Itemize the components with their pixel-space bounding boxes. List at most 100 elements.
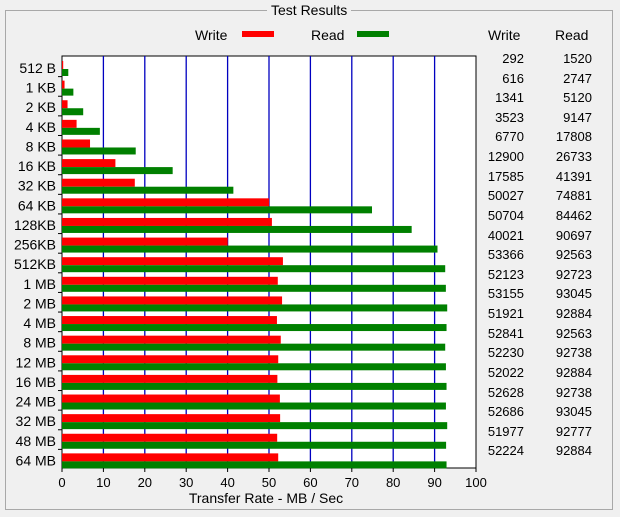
- table-read-value: 92563: [555, 325, 592, 341]
- write-bar: [62, 100, 68, 109]
- write-bar: [62, 198, 270, 207]
- category-label: 12 MB: [16, 354, 56, 370]
- write-bar: [62, 237, 228, 246]
- x-tick-label: 50: [262, 475, 276, 490]
- x-tick-label: 80: [386, 475, 400, 490]
- write-bar: [62, 159, 116, 168]
- category-label: 64 KB: [18, 197, 56, 213]
- read-bar: [62, 461, 447, 469]
- table-read-value: 92884: [555, 443, 592, 459]
- write-bar: [62, 80, 65, 89]
- table-read-value: 92777: [555, 423, 592, 439]
- category-label: 16 KB: [18, 158, 56, 174]
- table-read-value: 90697: [555, 227, 592, 243]
- category-label: 2 KB: [26, 99, 56, 115]
- category-label: 8 MB: [23, 335, 56, 351]
- write-bar: [62, 433, 278, 442]
- x-axis-label: Transfer Rate - MB / Sec: [189, 490, 343, 506]
- table-read-value: 92563: [555, 247, 592, 263]
- table-write-value: 52230: [487, 345, 524, 361]
- write-bar: [62, 355, 279, 364]
- table-write-value: 17585: [487, 168, 524, 184]
- read-bar: [62, 441, 447, 449]
- table-read-value: 1520: [563, 51, 592, 66]
- read-bar: [62, 245, 438, 253]
- table-read-value: 5120: [563, 90, 592, 106]
- x-tick-label: 10: [96, 475, 110, 490]
- read-bar: [62, 186, 234, 194]
- table-read-value: 92884: [555, 306, 592, 322]
- x-tick-label: 100: [465, 475, 487, 490]
- x-tick-label: 70: [345, 475, 359, 490]
- write-bar: [62, 178, 135, 187]
- table-read-value: 26733: [555, 149, 592, 165]
- write-bar: [62, 316, 277, 325]
- table-write-value: 292: [502, 51, 524, 66]
- table-read-header: Read: [555, 27, 589, 43]
- x-tick-label: 0: [58, 475, 65, 490]
- table-read-value: 92738: [555, 345, 592, 361]
- table-write-header: Write: [488, 27, 521, 43]
- write-bar: [62, 296, 283, 305]
- table-write-value: 616: [502, 70, 524, 86]
- category-label: 8 KB: [26, 138, 56, 154]
- write-bar: [62, 217, 272, 226]
- x-tick-labels: 0 10 20 30 40 50 60 70 80 90 100: [58, 468, 487, 490]
- x-tick-label: 30: [179, 475, 193, 490]
- table-read-value: 92738: [555, 384, 592, 400]
- table-read-value: 93045: [555, 404, 592, 420]
- table-read-value: 93045: [555, 286, 592, 302]
- category-label: 1 KB: [26, 80, 56, 96]
- read-bar: [62, 324, 447, 332]
- table-write-value: 3523: [495, 109, 524, 125]
- table-write-value: 50027: [487, 188, 524, 204]
- table-read-value: 74881: [555, 188, 592, 204]
- category-label: 2 MB: [23, 295, 56, 311]
- legend-write-label: Write: [195, 27, 228, 43]
- table-read-value: 9147: [563, 109, 592, 125]
- legend-read-label: Read: [311, 27, 345, 43]
- table-write-value: 51977: [487, 423, 524, 439]
- write-bar: [62, 276, 278, 285]
- table-write-value: 52841: [487, 325, 524, 341]
- read-bar: [62, 304, 448, 312]
- write-bar: [62, 394, 280, 403]
- category-label: 512KB: [14, 256, 56, 272]
- category-label: 64 MB: [16, 452, 56, 468]
- table-write-value: 52123: [487, 266, 524, 282]
- table-write-value: 52022: [487, 364, 524, 380]
- x-tick-label: 60: [303, 475, 317, 490]
- legend-read-swatch: [357, 31, 389, 37]
- table-read-value: 84462: [555, 207, 592, 223]
- read-bar: [62, 127, 100, 135]
- read-bar: [62, 284, 446, 292]
- category-label: 32 KB: [18, 178, 56, 194]
- category-label: 32 MB: [16, 413, 56, 429]
- write-bar: [62, 139, 91, 148]
- write-bar: [62, 335, 281, 344]
- x-tick-label: 40: [220, 475, 234, 490]
- table-read-value: 41391: [555, 168, 592, 184]
- write-bar: [62, 119, 77, 128]
- write-bar: [62, 374, 278, 383]
- group-title: Test Results: [267, 1, 352, 19]
- category-label: 512 B: [19, 60, 56, 76]
- read-bar: [62, 225, 412, 233]
- read-bar: [62, 69, 69, 76]
- read-bar: [62, 382, 447, 390]
- category-label: 1 MB: [23, 276, 56, 292]
- category-label: 24 MB: [16, 394, 56, 410]
- category-labels: 512 B 1 KB 2 KB 4 KB 8 KB 16 KB 32 KB 64 KB 128K…: [14, 60, 62, 468]
- read-bar: [62, 265, 446, 273]
- read-bar: [62, 402, 446, 410]
- read-bar: [62, 363, 446, 371]
- table-read-value: 92723: [555, 266, 592, 282]
- read-bar: [62, 147, 136, 155]
- category-label: 4 MB: [23, 315, 56, 331]
- table-write-value: 50704: [487, 207, 524, 223]
- table-write-value: 12900: [487, 149, 524, 165]
- write-bar: [62, 257, 283, 266]
- category-label: 4 KB: [26, 119, 56, 135]
- category-label: 48 MB: [16, 433, 56, 449]
